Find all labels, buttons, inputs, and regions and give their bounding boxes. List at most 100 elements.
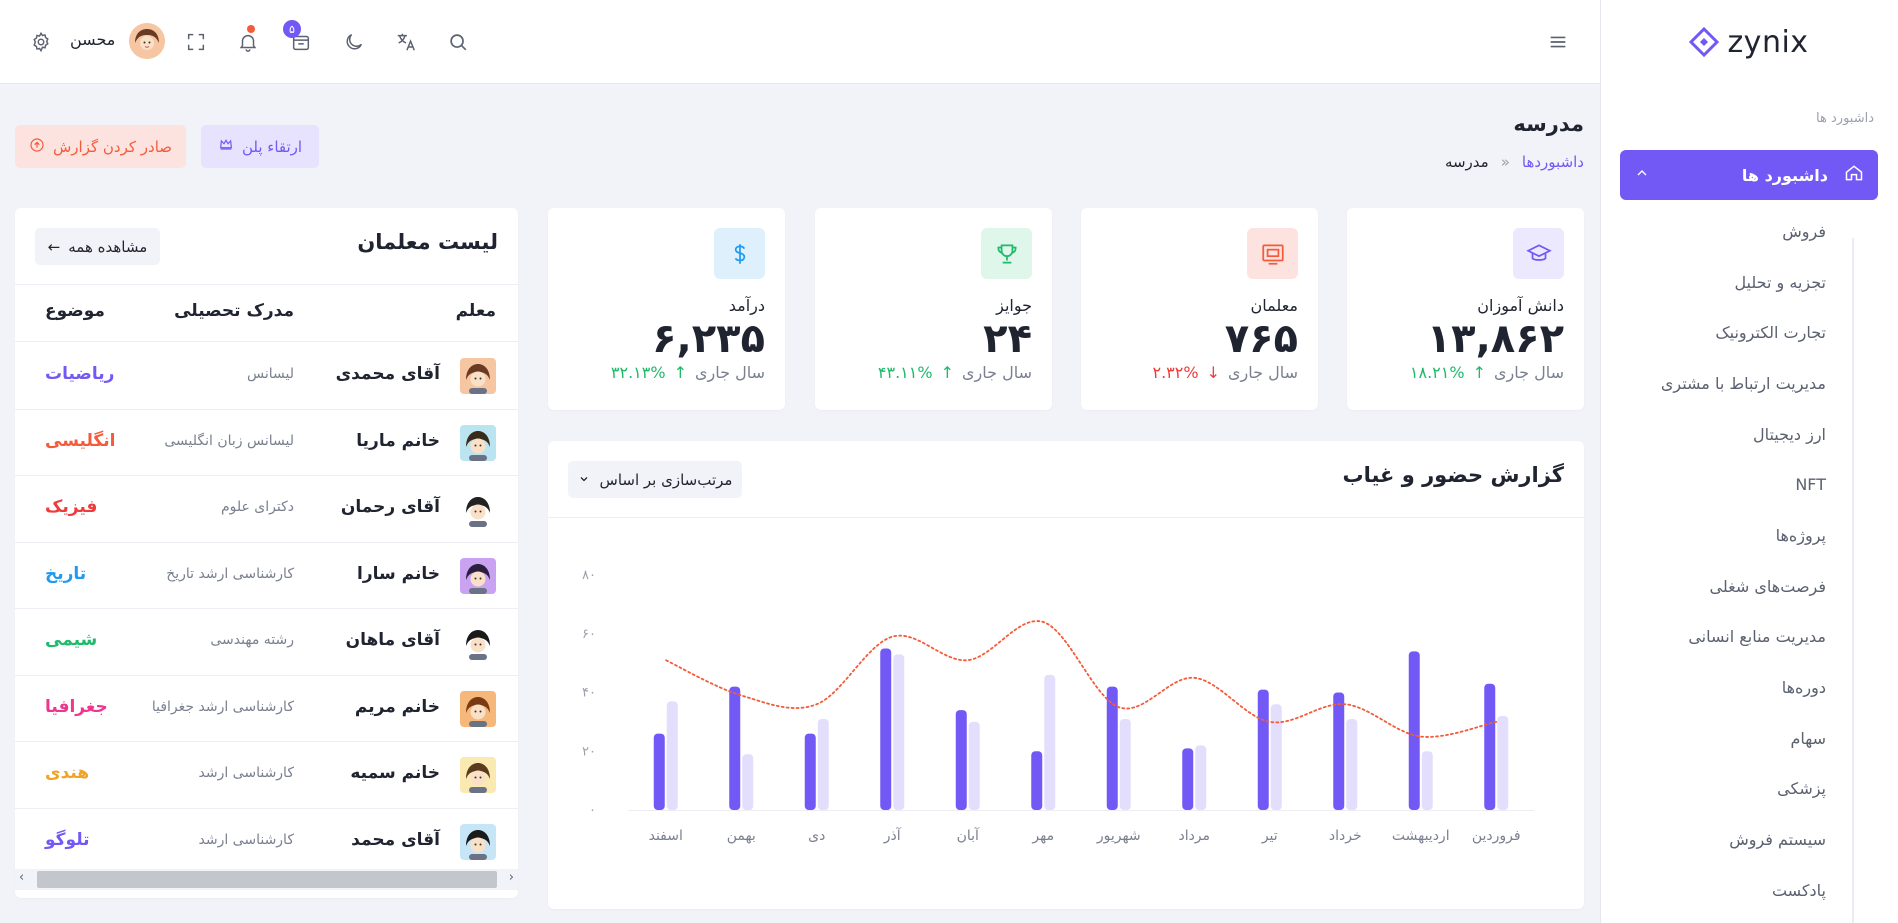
bar-secondary: [1044, 674, 1056, 810]
sidebar-submenu-item[interactable]: پادکست: [1771, 880, 1826, 900]
table-row[interactable]: خانم سمیه کارشناسی ارشد هندی: [15, 741, 518, 807]
x-tick-label: فروردین: [1472, 828, 1521, 844]
y-tick-label: ۸۰: [582, 568, 596, 583]
bar-secondary: [1270, 704, 1282, 810]
stat-footer: سال جاری ↑ ۱۸.۲۱%: [1410, 363, 1564, 382]
table-row[interactable]: آقای محمدی لیسانس ریاضیات: [15, 342, 518, 408]
settings-gear-icon[interactable]: [26, 27, 56, 57]
teacher-degree: رشته مهندسی: [210, 632, 294, 648]
stat-value: ۶,۲۳۵: [652, 316, 765, 362]
breadcrumb-link-dashboards[interactable]: داشبوردها: [1521, 153, 1584, 171]
x-tick-label: بهمن: [727, 828, 756, 844]
breadcrumb: داشبوردها » مدرسه: [1445, 153, 1584, 171]
table-row[interactable]: خانم ماریا لیسانس زبان انگلیسی انگلیسی: [15, 409, 518, 475]
teacher-avatar: [460, 624, 496, 660]
stat-change: ۲.۳۲%: [1152, 363, 1199, 382]
attendance-chart: ۰ ۲۰ ۴۰ ۶۰ ۸۰ فروردین اردیبهشت خرداد تیر مرداد شهر…: [582, 568, 1534, 844]
notification-bell-icon[interactable]: [233, 27, 263, 57]
export-report-button[interactable]: صادر کردن گزارش: [15, 125, 186, 168]
search-icon[interactable]: [443, 27, 473, 57]
sidebar-submenu-item[interactable]: تجارت الکترونیک: [1715, 323, 1826, 343]
teacher-subject: هندی: [45, 763, 90, 783]
x-tick-label: اردیبهشت: [1392, 828, 1450, 844]
row-divider: [15, 741, 518, 742]
bar-secondary: [1346, 718, 1358, 810]
bar-secondary: [817, 718, 829, 810]
scroll-right-icon[interactable]: ›: [508, 870, 514, 885]
sidebar-item-label: داشبورد ها: [1741, 165, 1828, 185]
sidebar-submenu-item[interactable]: ارز دیجیتال: [1752, 424, 1826, 444]
bar-secondary: [1119, 718, 1131, 810]
bar-primary: [1484, 683, 1496, 810]
sort-by-dropdown[interactable]: مرتب‌سازی بر اساس: [568, 461, 742, 498]
stat-icon-box: [714, 228, 765, 279]
teachers-list-card: لیست معلمان ← مشاهده همه معلم مدرک تحصیل…: [15, 208, 518, 898]
user-avatar[interactable]: [129, 23, 165, 59]
stat-value: ۲۴: [983, 316, 1032, 362]
sidebar-submenu-item[interactable]: تجزیه و تحلیل: [1734, 272, 1826, 292]
table-row[interactable]: خانم سارا کارشناسی ارشد تاریخ تاریخ: [15, 542, 518, 608]
fullscreen-icon[interactable]: [181, 27, 211, 57]
graduation-cap-icon: [1525, 243, 1552, 261]
column-header-subject[interactable]: موضوع: [45, 301, 105, 321]
table-row[interactable]: آقای رحمان دکترای علوم فیزیک: [15, 475, 518, 541]
chart-title: گزارش حضور و غیاب: [1342, 463, 1564, 487]
stat-value: ۱۳,۸۶۲: [1426, 316, 1564, 362]
sidebar-submenu-item[interactable]: فروش: [1782, 221, 1826, 241]
table-row[interactable]: آقای محمد کارشناسی ارشد تلوگو: [15, 808, 518, 874]
column-header-teacher[interactable]: معلم: [455, 301, 496, 321]
stat-value: ۷۶۵: [1224, 316, 1298, 362]
stat-footer: سال جاری ↑ ۳۲.۱۳%: [611, 363, 765, 382]
scrollbar-thumb[interactable]: [37, 871, 497, 888]
stat-card-teachers: معلمان ۷۶۵ سال جاری ↓ ۲.۳۲%: [1081, 208, 1318, 410]
table-row[interactable]: آقای ماهان رشته مهندسی شیمی: [15, 608, 518, 674]
sidebar-submenu-item[interactable]: مدیریت منابع انسانی: [1688, 627, 1826, 647]
user-name[interactable]: محسن: [70, 30, 116, 49]
sidebar-submenu-item[interactable]: مدیریت ارتباط با مشتری: [1660, 373, 1826, 393]
sidebar-submenu-item[interactable]: سیستم فروش: [1729, 830, 1826, 850]
bar-secondary: [742, 754, 754, 810]
column-header-degree[interactable]: مدرک تحصیلی: [174, 301, 294, 321]
stat-change: ۳۲.۱۳%: [610, 363, 666, 382]
upgrade-plan-button[interactable]: ارتقاء پلن: [201, 125, 319, 168]
dark-mode-moon-icon[interactable]: [339, 27, 369, 57]
home-icon: [1844, 163, 1864, 187]
teacher-avatar: [460, 557, 496, 594]
menu-hamburger-icon[interactable]: [1543, 27, 1573, 57]
teacher-subject: ریاضیات: [45, 364, 115, 384]
view-all-button[interactable]: ← مشاهده همه: [35, 228, 160, 265]
sidebar-submenu-item[interactable]: NFT: [1795, 475, 1826, 495]
sidebar-submenu-item[interactable]: سهام: [1790, 728, 1826, 748]
row-divider: [15, 475, 518, 476]
app-logo[interactable]: zynix: [1600, 0, 1898, 84]
language-translate-icon[interactable]: [391, 27, 421, 57]
teacher-subject: فیزیک: [45, 497, 98, 517]
dollar-icon: [734, 243, 745, 264]
teacher-degree: لیسانس زبان انگلیسی: [164, 432, 294, 449]
sidebar-submenu-item[interactable]: پروژه‌ها: [1775, 525, 1826, 545]
table-row[interactable]: خانم مریم کارشناسی ارشد جغرافیا جغرافیا: [15, 675, 518, 741]
teacher-subject: انگلیسی: [45, 430, 116, 451]
sidebar-scrollbar[interactable]: [1852, 238, 1854, 923]
view-all-label: مشاهده همه: [68, 237, 148, 256]
sidebar-submenu-item[interactable]: پزشکی: [1777, 779, 1826, 799]
top-header: محسن ۵: [0, 0, 1600, 84]
teacher-name: آقای ماهان: [345, 630, 440, 650]
scroll-left-icon[interactable]: ‹: [19, 870, 25, 885]
sidebar-submenu: فروش تجزیه و تحلیل تجارت الکترونیک مدیریت ا…: [1661, 206, 1826, 916]
x-tick-label: مرداد: [1178, 828, 1210, 844]
stat-footer: سال جاری ↓ ۲.۳۲%: [1153, 363, 1299, 382]
stat-card-awards: جوایز ۲۴ سال جاری ↑ ۴۳.۱۱%: [815, 208, 1052, 410]
stat-period: سال جاری: [694, 363, 765, 382]
sidebar-submenu-item[interactable]: دوره‌ها: [1781, 678, 1826, 698]
stat-icon-box: [1513, 228, 1564, 279]
horizontal-scrollbar[interactable]: ‹ ›: [15, 869, 518, 890]
row-divider: [15, 674, 518, 676]
cart-icon[interactable]: [286, 27, 316, 57]
trend-up-icon: ↑: [940, 363, 954, 382]
bar-primary: [880, 648, 892, 810]
stat-card-students: دانش آموزان ۱۳,۸۶۲ سال جاری ↑ ۱۸.۲۱%: [1347, 208, 1584, 410]
sidebar-submenu-item[interactable]: فرصت‌های شغلی: [1709, 576, 1826, 596]
sidebar-item-dashboards[interactable]: داشبورد ها: [1620, 150, 1878, 200]
y-tick-label: ۰: [589, 803, 596, 818]
